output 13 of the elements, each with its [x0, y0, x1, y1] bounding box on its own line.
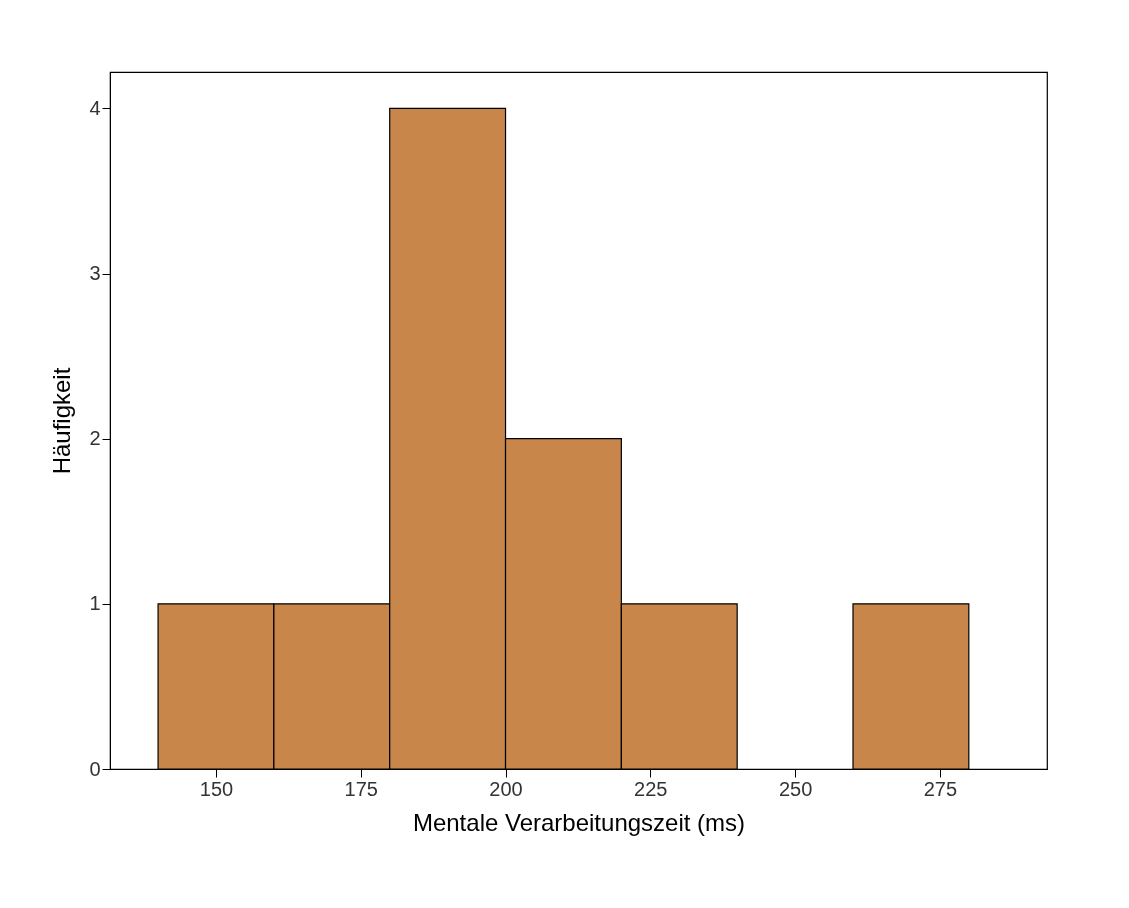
- x-tick-label: 200: [489, 777, 523, 800]
- x-axis-title: Mentale Verarbeitungszeit (ms): [412, 808, 746, 836]
- x-tick-label: 225: [634, 777, 668, 800]
- y-axis-title: Häufigkeit: [48, 367, 76, 475]
- y-tick-label: 1: [89, 592, 101, 615]
- y-tick-label: 0: [89, 757, 101, 780]
- x-tick-label: 250: [778, 777, 813, 800]
- x-tick-label: 275: [923, 777, 958, 800]
- x-tick-label: 150: [199, 777, 234, 800]
- y-tick-label: 4: [89, 96, 101, 119]
- x-tick-label: 175: [344, 777, 378, 800]
- y-tick-label: 2: [89, 427, 101, 450]
- y-tick-label: 3: [89, 262, 101, 284]
